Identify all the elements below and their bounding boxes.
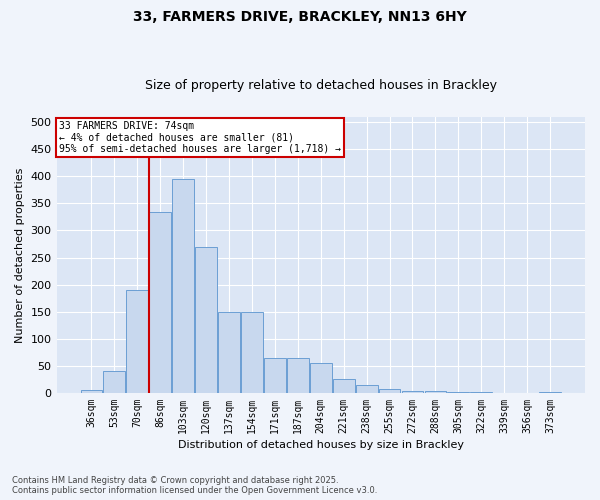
- Bar: [264, 358, 286, 393]
- Bar: [379, 389, 400, 393]
- Bar: [241, 312, 263, 393]
- Bar: [401, 391, 424, 393]
- Bar: [448, 392, 469, 393]
- Bar: [470, 392, 492, 393]
- Y-axis label: Number of detached properties: Number of detached properties: [15, 167, 25, 342]
- Text: 33, FARMERS DRIVE, BRACKLEY, NN13 6HY: 33, FARMERS DRIVE, BRACKLEY, NN13 6HY: [133, 10, 467, 24]
- Bar: [310, 363, 332, 393]
- Bar: [172, 179, 194, 393]
- Bar: [103, 372, 125, 393]
- Bar: [287, 358, 309, 393]
- Bar: [425, 392, 446, 393]
- X-axis label: Distribution of detached houses by size in Brackley: Distribution of detached houses by size …: [178, 440, 464, 450]
- Bar: [195, 246, 217, 393]
- Bar: [356, 385, 377, 393]
- Bar: [149, 212, 171, 393]
- Bar: [80, 390, 103, 393]
- Text: Contains HM Land Registry data © Crown copyright and database right 2025.
Contai: Contains HM Land Registry data © Crown c…: [12, 476, 377, 495]
- Bar: [127, 290, 148, 393]
- Bar: [218, 312, 240, 393]
- Bar: [539, 392, 561, 393]
- Text: 33 FARMERS DRIVE: 74sqm
← 4% of detached houses are smaller (81)
95% of semi-det: 33 FARMERS DRIVE: 74sqm ← 4% of detached…: [59, 121, 341, 154]
- Bar: [333, 380, 355, 393]
- Title: Size of property relative to detached houses in Brackley: Size of property relative to detached ho…: [145, 79, 497, 92]
